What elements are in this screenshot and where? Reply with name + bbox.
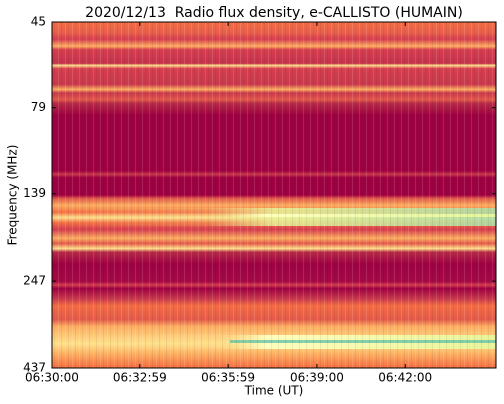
x-axis-label: Time (UT) xyxy=(244,384,304,398)
plot-frame xyxy=(51,21,497,369)
x-tick-label: 06:32:59 xyxy=(113,371,167,385)
x-tick-label: 06:30:00 xyxy=(25,371,79,385)
y-tick-label: 247 xyxy=(23,274,46,288)
chart-title: 2020/12/13 Radio flux density, e-CALLIST… xyxy=(85,5,463,21)
y-tick-label: 45 xyxy=(31,15,46,29)
y-tick-label: 437 xyxy=(23,361,46,375)
x-tick-label: 06:39:00 xyxy=(290,371,344,385)
y-axis-label: Frequency (MHz) xyxy=(6,145,20,246)
y-tick-label: 139 xyxy=(23,186,46,200)
x-tick-label: 06:42:00 xyxy=(378,371,432,385)
y-tick-label: 79 xyxy=(31,100,46,114)
spectrogram-image xyxy=(52,22,496,368)
x-tick-label: 06:35:59 xyxy=(201,371,255,385)
